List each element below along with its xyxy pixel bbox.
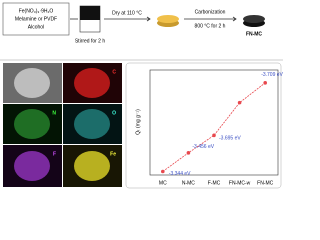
map-label: Fe xyxy=(110,151,116,157)
map-label: O xyxy=(112,110,116,116)
map-o-particle xyxy=(74,109,110,139)
step-label: Dry at 110 °C xyxy=(112,10,142,16)
data-point xyxy=(263,81,268,85)
y-axis-label: Qₜ (mg g⁻¹) xyxy=(135,109,141,135)
beaker-solution xyxy=(80,6,100,20)
maps xyxy=(3,63,122,187)
plot-area xyxy=(149,69,279,176)
carbon-pellet xyxy=(243,15,265,23)
step-label: 800 °C for 2 h xyxy=(195,23,226,29)
map-label: C xyxy=(112,69,116,75)
map-fe-particle xyxy=(74,151,110,181)
step-label: Carbonization xyxy=(195,9,226,15)
dried-pellet xyxy=(157,15,179,23)
chart-panel xyxy=(125,62,282,189)
energy-annotation: -3.344 eV xyxy=(169,171,191,177)
energy-annotation: -3.709 eV xyxy=(261,72,283,78)
data-point xyxy=(212,133,216,138)
reagent-box xyxy=(2,2,70,36)
map-c-particle xyxy=(74,68,110,98)
data-point xyxy=(237,100,242,105)
energy-annotation: -3.456 eV xyxy=(192,144,214,150)
reagent: Melamine or PVDF xyxy=(15,16,57,22)
map-n-particle xyxy=(14,109,50,139)
data-line xyxy=(162,82,266,172)
sem-particle xyxy=(14,68,50,98)
x-tick-label: F-MC xyxy=(208,180,221,186)
x-tick-label: FN-MC xyxy=(257,180,273,186)
map-label: F xyxy=(53,151,56,157)
x-tick-label: N-MC xyxy=(182,180,195,186)
x-tick-label: MC xyxy=(159,180,167,186)
arrow xyxy=(104,16,151,22)
energy-annotation: -3.695 eV xyxy=(219,136,241,142)
data-point xyxy=(186,151,191,155)
reagent: Fe(NO₃)₃·9H₂O xyxy=(19,8,54,14)
figure: Fe(NO₃)₃·9H₂O Melamine or PVDF Alcohol S… xyxy=(0,2,283,189)
product-label: FN-MC xyxy=(246,31,262,37)
x-tick-label: FN-MC-w xyxy=(229,180,251,186)
data-point xyxy=(161,169,165,174)
arrow xyxy=(184,16,237,22)
step-label: Stirred for 2 h xyxy=(75,38,106,44)
map-f-particle xyxy=(14,151,50,181)
map-label: N xyxy=(52,110,56,116)
reagent: Alcohol xyxy=(28,24,44,30)
